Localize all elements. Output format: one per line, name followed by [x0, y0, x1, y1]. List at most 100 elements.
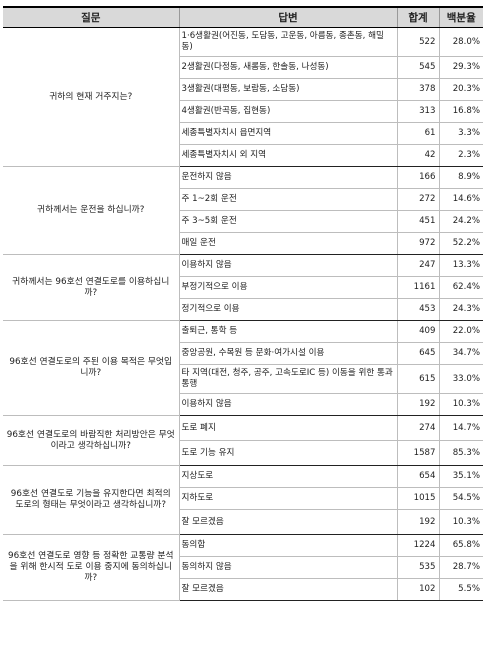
question-cell: 귀하의 현재 거주지는?	[3, 27, 180, 167]
total-cell: 972	[396, 232, 440, 255]
table-row: 매일 운전 972 52.2%	[3, 232, 483, 255]
percent-cell: 24.3%	[438, 298, 483, 321]
answer-cell: 이용하지 않음	[178, 254, 398, 277]
table-row: 96호선 연결도로 영향 등 정확한 교통량 분석을 위해 한시적 도로 이용 …	[3, 534, 483, 601]
header-question: 질문	[3, 6, 180, 28]
table-row: 96호선 연결도로 기능을 유지한다면 최적의 도로의 형태는 무엇이라고 생각…	[3, 465, 483, 535]
percent-cell: 65.8%	[438, 534, 483, 557]
percent-cell: 14.7%	[438, 415, 483, 441]
question-cell: 96호선 연결도로 영향 등 정확한 교통량 분석을 위해 한시적 도로 이용 …	[3, 534, 180, 601]
total-cell: 535	[396, 556, 440, 579]
answer-cell: 주 3~5회 운전	[178, 210, 398, 233]
table-row: 도로 기능 유지 1587 85.3%	[3, 440, 483, 466]
total-cell: 654	[396, 465, 440, 488]
answer-cell: 지하도로	[178, 487, 398, 510]
answer-cell: 3생활권(대평동, 보람동, 소담동)	[178, 78, 398, 101]
header-row: 질문 답변 합계 백분율	[3, 6, 483, 28]
percent-cell: 85.3%	[438, 440, 483, 466]
percent-cell: 5.5%	[438, 578, 483, 601]
total-cell: 192	[396, 393, 440, 416]
answer-cell: 1·6생활권(어진동, 도담동, 고운동, 아름동, 종촌동, 해밀동)	[178, 27, 398, 57]
total-cell: 615	[396, 364, 440, 394]
answer-cell: 세종특별자치시 읍면지역	[178, 122, 398, 145]
table-row: 주 1~2회 운전 272 14.6%	[3, 188, 483, 211]
total-cell: 453	[396, 298, 440, 321]
table-row: 부정기적으로 이용 1161 62.4%	[3, 276, 483, 299]
question-cell: 96호선 연결도로 기능을 유지한다면 최적의 도로의 형태는 무엇이라고 생각…	[3, 465, 180, 535]
percent-cell: 10.3%	[438, 509, 483, 535]
percent-cell: 54.5%	[438, 487, 483, 510]
percent-cell: 52.2%	[438, 232, 483, 255]
table-row: 타 지역(대전, 청주, 공주, 고속도로IC 등) 이동을 위한 통과통행 61…	[3, 364, 483, 394]
total-cell: 313	[396, 100, 440, 123]
answer-cell: 2생활권(다정동, 새롬동, 한솔동, 나성동)	[178, 56, 398, 79]
table-row: 귀하의 현재 거주지는? 1·6생활권(어진동, 도담동, 고운동, 아름동, 종…	[3, 27, 483, 167]
total-cell: 522	[396, 27, 440, 57]
answer-cell: 동의함	[178, 534, 398, 557]
answer-cell: 중앙공원, 수목원 등 문화·여가시설 이용	[178, 342, 398, 365]
table-row: 귀하께서는 운전을 하십니까? 운전하지 않음 166 8.9%	[3, 166, 483, 255]
percent-cell: 33.0%	[438, 364, 483, 394]
percent-cell: 34.7%	[438, 342, 483, 365]
survey-table-container: 질문 답변 합계 백분율 귀하의 현재 거주지는? 1·6생활권(어진동, 도담동…	[3, 6, 483, 601]
total-cell: 545	[396, 56, 440, 79]
answer-cell: 이용하지 않음	[178, 393, 398, 416]
total-cell: 192	[396, 509, 440, 535]
total-cell: 1224	[396, 534, 440, 557]
answer-cell: 운전하지 않음	[178, 166, 398, 189]
answer-cell: 매일 운전	[178, 232, 398, 255]
table-row: 정기적으로 이용 453 24.3%	[3, 298, 483, 321]
percent-cell: 10.3%	[438, 393, 483, 416]
answer-cell: 도로 기능 유지	[178, 440, 398, 466]
percent-cell: 22.0%	[438, 320, 483, 343]
total-cell: 272	[396, 188, 440, 211]
answer-cell: 도로 폐지	[178, 415, 398, 441]
table-row: 잘 모르겠음 102 5.5%	[3, 578, 483, 601]
answer-cell: 타 지역(대전, 청주, 공주, 고속도로IC 등) 이동을 위한 통과통행	[178, 364, 398, 394]
answer-cell: 잘 모르겠음	[178, 509, 398, 535]
percent-cell: 2.3%	[438, 144, 483, 167]
total-cell: 451	[396, 210, 440, 233]
total-cell: 42	[396, 144, 440, 167]
percent-cell: 20.3%	[438, 78, 483, 101]
answer-cell: 동의하지 않음	[178, 556, 398, 579]
percent-cell: 28.0%	[438, 27, 483, 57]
answer-cell: 출퇴근, 통학 등	[178, 320, 398, 343]
question-cell: 96호선 연결도로의 바람직한 처리방안은 무엇이라고 생각하십니까?	[3, 415, 180, 466]
answer-cell: 부정기적으로 이용	[178, 276, 398, 299]
answer-cell: 세종특별자치시 외 지역	[178, 144, 398, 167]
table-row: 96호선 연결도로의 주된 이용 목적은 무엇입니까? 출퇴근, 통학 등 409 2…	[3, 320, 483, 416]
table-row: 귀하께서는 96호선 연결도로를 이용하십니까? 이용하지 않음 247 13.3%	[3, 254, 483, 321]
percent-cell: 62.4%	[438, 276, 483, 299]
percent-cell: 13.3%	[438, 254, 483, 277]
header-percent: 백분율	[438, 6, 483, 28]
total-cell: 378	[396, 78, 440, 101]
total-cell: 102	[396, 578, 440, 601]
percent-cell: 8.9%	[438, 166, 483, 189]
table-body: 귀하의 현재 거주지는? 1·6생활권(어진동, 도담동, 고운동, 아름동, 종…	[3, 27, 483, 601]
question-cell: 96호선 연결도로의 주된 이용 목적은 무엇입니까?	[3, 320, 180, 416]
total-cell: 409	[396, 320, 440, 343]
total-cell: 1161	[396, 276, 440, 299]
total-cell: 166	[396, 166, 440, 189]
percent-cell: 24.2%	[438, 210, 483, 233]
percent-cell: 14.6%	[438, 188, 483, 211]
total-cell: 274	[396, 415, 440, 441]
total-cell: 1587	[396, 440, 440, 466]
answer-cell: 잘 모르겠음	[178, 578, 398, 601]
percent-cell: 28.7%	[438, 556, 483, 579]
table-row: 세종특별자치시 외 지역 42 2.3%	[3, 144, 483, 167]
total-cell: 1015	[396, 487, 440, 510]
table-row: 주 3~5회 운전 451 24.2%	[3, 210, 483, 233]
header-answer: 답변	[178, 6, 398, 28]
question-cell: 귀하께서는 운전을 하십니까?	[3, 166, 180, 255]
answer-cell: 지상도로	[178, 465, 398, 488]
question-cell: 귀하께서는 96호선 연결도로를 이용하십니까?	[3, 254, 180, 321]
table-row: 2생활권(다정동, 새롬동, 한솔동, 나성동) 545 29.3%	[3, 56, 483, 79]
total-cell: 61	[396, 122, 440, 145]
percent-cell: 29.3%	[438, 56, 483, 79]
table-row: 세종특별자치시 읍면지역 61 3.3%	[3, 122, 483, 145]
percent-cell: 16.8%	[438, 100, 483, 123]
answer-cell: 주 1~2회 운전	[178, 188, 398, 211]
percent-cell: 35.1%	[438, 465, 483, 488]
